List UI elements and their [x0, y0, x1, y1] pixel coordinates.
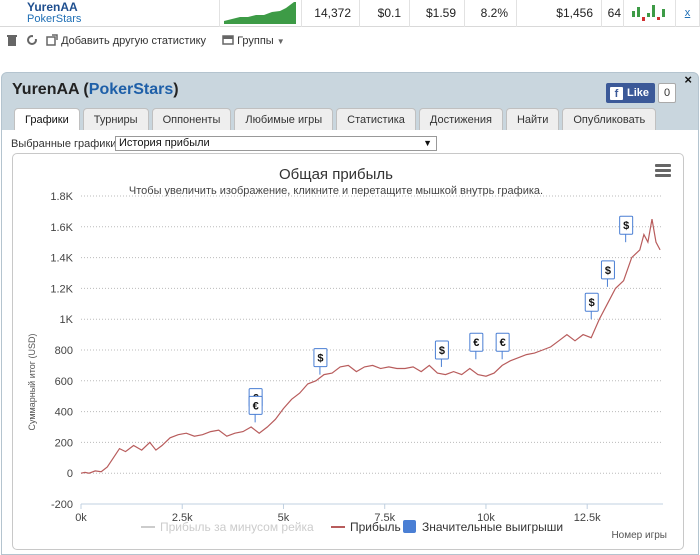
chart-subtitle: Чтобы увеличить изображение, кликните и … [129, 185, 543, 197]
x-tick-label: 12.5k [574, 512, 601, 524]
toolbar: Добавить другую статистику Группы ▼ [0, 30, 700, 52]
big-win-marker: $ [313, 348, 328, 375]
tab-bar: Графики Турниры Оппоненты Любимые игры С… [14, 108, 659, 130]
fb-like-count: 0 [658, 83, 677, 103]
y-tick-label: -200 [51, 499, 73, 511]
x-tick-label: 2.5k [172, 512, 193, 524]
legend-label: Значительные выигрыши [422, 520, 563, 534]
y-tick-label: 0 [67, 468, 73, 480]
y-tick-label: 200 [55, 437, 73, 449]
y-tick-label: 600 [55, 376, 73, 388]
big-win-marker: $ [434, 340, 449, 367]
groups-icon [222, 35, 234, 45]
big-win-label: € [500, 337, 506, 349]
x-axis-label: Номер игры [611, 530, 667, 541]
stat-hands: 14,372 [302, 0, 360, 27]
player-site-link[interactable]: PokerStars [27, 13, 82, 25]
legend-label: Прибыль за минусом рейка [160, 520, 314, 534]
stat-total-profit: $1,456 [517, 0, 602, 27]
big-win-label: $ [589, 297, 595, 309]
chart-select-value: История прибыли [119, 137, 210, 149]
panel-site-link[interactable]: PokerStars [88, 81, 174, 98]
chart-select[interactable]: История прибыли ▼ [115, 136, 437, 151]
tab-publish[interactable]: Опубликовать [562, 108, 657, 130]
chevron-down-icon: ▼ [423, 138, 432, 148]
groups-dropdown[interactable]: Группы ▼ [222, 34, 285, 49]
tab-find[interactable]: Найти [505, 108, 560, 130]
stat-buyin: $0.1 [360, 0, 410, 27]
x-tick-label: 10k [477, 512, 495, 524]
x-tick-label: 0k [75, 512, 87, 524]
add-stats-button[interactable]: Добавить другую статистику [46, 34, 206, 48]
stat-avg-profit: $1.59 [410, 0, 465, 27]
big-win-label: $ [623, 220, 629, 232]
chevron-down-icon: ▼ [276, 37, 285, 46]
big-win-label: $ [317, 353, 323, 365]
tab-statistics[interactable]: Статистика [336, 108, 416, 130]
form-bars [624, 0, 676, 27]
legend-item: Значительные выигрыши [403, 520, 563, 534]
big-win-label: € [473, 337, 479, 349]
y-tick-label: 1.4K [50, 253, 73, 265]
y-tick-label: 400 [55, 407, 73, 419]
y-tick-label: 800 [55, 345, 73, 357]
y-tick-label: 1K [60, 314, 74, 326]
big-win-label: € [253, 400, 259, 412]
tab-achievements[interactable]: Достижения [418, 108, 503, 130]
x-tick-label: 7.5k [374, 512, 395, 524]
external-link-icon [46, 34, 58, 46]
big-win-marker: $ [619, 215, 634, 243]
chart-svg: Общая прибыль Чтобы увеличить изображени… [27, 166, 667, 541]
fb-like-button[interactable]: f Like [606, 83, 656, 103]
tab-content: Выбранные графики: История прибыли ▼ Общ… [2, 130, 698, 554]
big-win-marker: $ [584, 292, 599, 320]
fb-like-label: Like [627, 87, 650, 99]
remove-row-link[interactable]: x [676, 0, 700, 27]
stat-roi: 8.2% [465, 0, 517, 27]
profit-chart[interactable]: Общая прибыль Чтобы увеличить изображени… [12, 153, 684, 550]
legend-item: Прибыль за минусом рейка [141, 520, 314, 534]
refresh-icon[interactable] [26, 34, 38, 48]
x-tick-label: 5k [278, 512, 290, 524]
y-tick-label: 1.8K [50, 191, 73, 203]
big-win-label: $ [605, 265, 611, 277]
legend-label: Прибыль [350, 520, 401, 534]
close-icon[interactable]: × [684, 72, 692, 87]
y-tick-label: 1.6K [50, 222, 73, 234]
form-bars-icon [632, 5, 665, 21]
y-axis-label: Суммарный итог (USD) [27, 333, 37, 430]
panel-header: YurenAA (PokerStars) f Like 0 × [2, 72, 698, 109]
player-name-link[interactable]: YurenAA [27, 0, 78, 14]
tab-tournaments[interactable]: Турниры [82, 108, 149, 130]
add-stats-label: Добавить другую статистику [61, 35, 207, 47]
big-win-marker: € [495, 332, 510, 360]
player-panel: YurenAA (PokerStars) f Like 0 × Графики … [1, 72, 699, 555]
trash-icon[interactable] [6, 34, 18, 48]
chart-select-label: Выбранные графики: [11, 138, 120, 150]
panel-title: YurenAA (PokerStars) [12, 81, 179, 98]
stats-row: YurenAA PokerStars 14,372 $0.1 $1.59 8.2… [0, 0, 700, 27]
menu-icon[interactable] [655, 164, 671, 178]
panel-player-name: YurenAA [12, 81, 79, 98]
fb-like-widget: f Like 0 [606, 83, 677, 103]
sparkline-icon [224, 2, 296, 24]
chart-title: Общая прибыль [279, 166, 393, 183]
profit-series-line [80, 218, 661, 474]
y-tick-label: 1.2K [50, 283, 73, 295]
groups-label: Группы [237, 35, 274, 47]
big-win-marker: € [248, 395, 263, 423]
tab-charts[interactable]: Графики [14, 108, 80, 130]
legend-item: Прибыль [331, 520, 401, 534]
big-win-marker: € [469, 332, 484, 360]
big-win-marker: $ [600, 260, 615, 287]
stat-ability: 64 [602, 0, 624, 27]
tab-favorite-games[interactable]: Любимые игры [234, 108, 334, 130]
facebook-icon: f [610, 86, 623, 100]
profit-sparkline [220, 0, 302, 27]
player-cell: YurenAA PokerStars [0, 0, 220, 27]
big-win-label: $ [439, 345, 445, 357]
tab-opponents[interactable]: Оппоненты [151, 108, 232, 130]
